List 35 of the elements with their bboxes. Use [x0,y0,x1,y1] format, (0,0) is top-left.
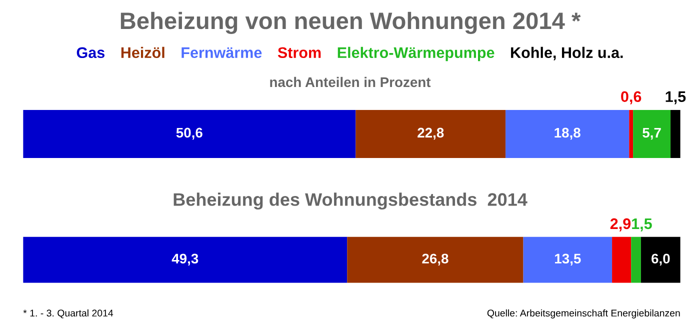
data-label: 1,5 [666,91,686,104]
data-label: 5,7 [642,128,661,140]
bar [612,236,632,283]
bar [631,236,641,283]
chart-subtitle: nach Anteilen in Prozent [270,76,431,88]
data-label: 13,5 [555,254,581,266]
bar [629,110,634,158]
data-label: 2,9 [610,218,631,232]
data-label: 49,3 [172,254,198,266]
text: Elektro-Wärmepumpe [338,46,494,62]
bar [506,110,630,158]
bar [23,236,348,283]
bar [347,236,524,283]
bar [633,110,671,158]
text: * 1. - 3. Quartal 2014 [23,309,114,318]
bar [670,110,680,158]
text: Fernwärme [182,47,262,58]
data-label: 26,8 [422,254,448,266]
text: Gas [76,47,104,58]
chart-title: Beheizung des Wohnungsbestands 2014 [174,192,528,210]
bar [523,236,612,283]
source-note: Quelle: Arbeitsgemeinschaft Energiebilanzen [487,309,680,318]
chart-title: Beheizung von neuen Wohnungen 2014 * [120,12,581,34]
data-label: 22,8 [418,128,444,140]
bar [23,110,356,158]
data-label: 50,6 [176,128,202,140]
text: Kohle, Holz u.a. [511,46,623,60]
data-label: 1,5 [632,218,652,232]
bar [356,110,506,158]
bar [640,236,680,283]
text: Heizöl [121,46,164,58]
data-label: 0,6 [621,91,642,104]
data-label: 6,0 [652,254,670,266]
text: Strom [278,47,321,58]
data-label: 18,8 [554,128,580,140]
